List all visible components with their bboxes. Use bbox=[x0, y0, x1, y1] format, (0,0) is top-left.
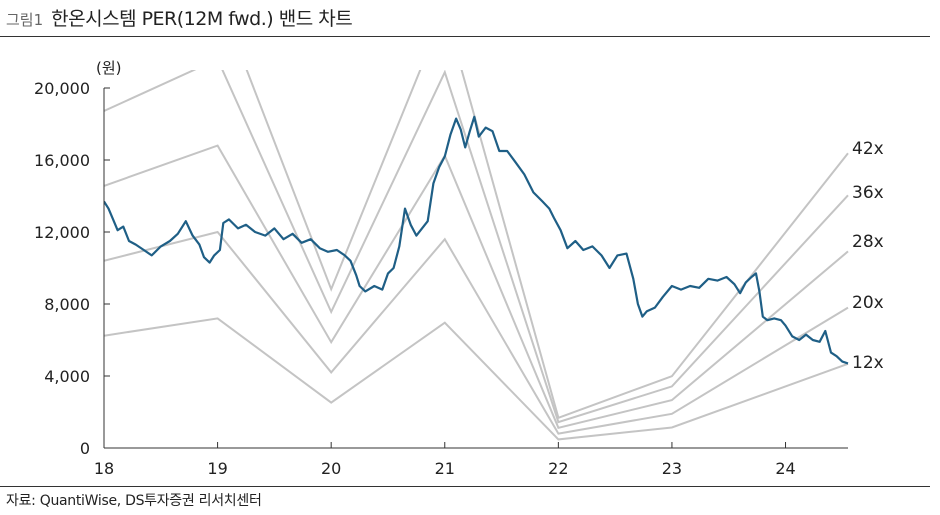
price-line bbox=[104, 115, 849, 365]
band-line-12x bbox=[104, 317, 849, 441]
x-tick-label: 20 bbox=[321, 459, 341, 478]
source-note: 자료: QuantiWise, DS투자증권 리서치센터 bbox=[6, 493, 262, 509]
y-tick-label: 0 bbox=[80, 439, 90, 458]
y-tick-label: 12,000 bbox=[34, 223, 90, 242]
x-tick-label: 21 bbox=[435, 459, 455, 478]
band-line-42x bbox=[245, 70, 849, 420]
axes: 0 4,000 8,000 12,000 16,000 20,000 18 19 20 21 22 2… bbox=[34, 59, 848, 478]
band-label-20x: 20x bbox=[852, 293, 884, 313]
y-tick-label: 20,000 bbox=[34, 79, 90, 98]
x-tick-label: 22 bbox=[548, 459, 568, 478]
band-label-36x: 36x bbox=[852, 183, 884, 203]
x-tick-label: 19 bbox=[207, 459, 227, 478]
figure-label: 그림1 bbox=[6, 11, 44, 29]
x-tick-label: 18 bbox=[94, 459, 114, 478]
y-axis-unit-label: (원) bbox=[96, 59, 122, 77]
band-lines bbox=[104, 70, 849, 441]
band-label-28x: 28x bbox=[852, 232, 884, 252]
bottom-divider bbox=[0, 486, 930, 487]
figure-title: 한온시스템 PER(12M fwd.) 밴드 차트 bbox=[51, 8, 353, 30]
band-line-36x bbox=[104, 70, 849, 424]
band-label-42x: 42x bbox=[852, 139, 884, 159]
y-tick-label: 8,000 bbox=[44, 295, 90, 314]
y-tick-label: 16,000 bbox=[34, 151, 90, 170]
band-labels: 12x 20x 28x 36x 42x bbox=[852, 139, 884, 373]
top-divider bbox=[0, 36, 930, 37]
band-label-12x: 12x bbox=[852, 353, 884, 373]
figure-header: 그림1 한온시스템 PER(12M fwd.) 밴드 차트 bbox=[6, 4, 353, 34]
y-tick-label: 4,000 bbox=[44, 367, 90, 386]
x-tick-label: 23 bbox=[662, 459, 682, 478]
price-series bbox=[104, 115, 849, 365]
x-tick-label: 24 bbox=[775, 459, 795, 478]
band-line-20x bbox=[104, 230, 849, 435]
